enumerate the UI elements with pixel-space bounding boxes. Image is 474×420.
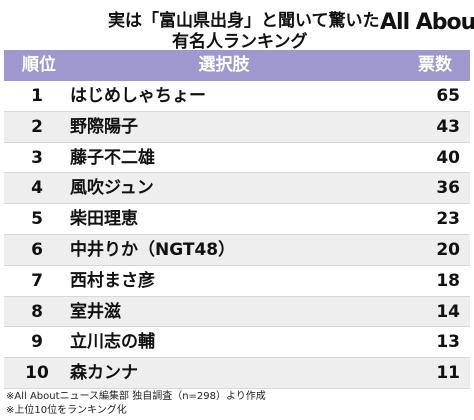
row-rank: 6 bbox=[31, 239, 43, 260]
table-row: 8 室井滋 14 bbox=[4, 296, 470, 328]
row-name: はじめしゃちょー bbox=[70, 86, 206, 106]
row-name: 藤子不二雄 bbox=[70, 147, 155, 168]
row-votes: 11 bbox=[436, 363, 460, 384]
footer-note-source: ※All Aboutニュース編集部 独自調査（n=298）より作成 bbox=[6, 391, 266, 402]
row-votes: 20 bbox=[436, 239, 460, 260]
row-name: 立川志の輔 bbox=[70, 332, 155, 353]
table-row: 4 風吹ジュン 36 bbox=[4, 173, 470, 205]
row-rank: 5 bbox=[31, 209, 43, 230]
table-row: 7 西村まさ彦 18 bbox=[4, 266, 470, 297]
row-votes: 65 bbox=[436, 86, 460, 106]
table-row: 2 野際陽子 43 bbox=[4, 111, 470, 143]
row-rank: 4 bbox=[31, 178, 43, 199]
header-rank: 順位 bbox=[22, 55, 56, 75]
header-choice: 選択肢 bbox=[198, 55, 250, 75]
table-row: 3 藤子不二雄 40 bbox=[4, 143, 470, 174]
row-name: 西村まさ彦 bbox=[70, 270, 155, 291]
row-rank: 7 bbox=[31, 270, 43, 291]
header-votes: 票数 bbox=[418, 55, 452, 75]
row-name: 風吹ジュン bbox=[70, 178, 154, 199]
row-votes: 43 bbox=[436, 116, 460, 137]
row-votes: 14 bbox=[436, 301, 460, 322]
ranking-table: 1 はじめしゃちょー 65 2 野際陽子 43 3 藤子不二雄 40 4 風吹ジ… bbox=[4, 81, 470, 389]
table-header: 順位 選択肢 票数 bbox=[4, 50, 470, 81]
row-votes: 18 bbox=[436, 270, 460, 291]
footer-note-scope: ※上位10位をランキング化 bbox=[6, 405, 127, 416]
row-rank: 1 bbox=[31, 86, 43, 106]
ranking-title-line2: 有名人ランキング bbox=[172, 32, 308, 52]
row-rank: 9 bbox=[31, 332, 43, 353]
row-votes: 13 bbox=[436, 332, 460, 353]
table-row: 9 立川志の輔 13 bbox=[4, 327, 470, 359]
row-name: 室井滋 bbox=[70, 301, 121, 322]
row-votes: 36 bbox=[436, 178, 460, 199]
ranking-title-area: 実は「富山県出身」と聞いて驚いた 有名人ランキング All About bbox=[0, 0, 474, 52]
row-rank: 10 bbox=[25, 363, 49, 384]
row-name: 野際陽子 bbox=[70, 116, 138, 137]
row-votes: 40 bbox=[436, 147, 460, 168]
table-row: 6 中井りか（NGT48） 20 bbox=[4, 234, 470, 266]
row-rank: 2 bbox=[31, 116, 43, 137]
ranking-title-line1: 実は「富山県出身」と聞いて驚いた bbox=[108, 11, 380, 31]
row-name: 柴田理恵 bbox=[70, 209, 138, 230]
row-name: 森カンナ bbox=[70, 363, 138, 384]
row-name: 中井りか（NGT48） bbox=[70, 239, 236, 260]
table-row: 5 柴田理恵 23 bbox=[4, 204, 470, 235]
row-rank: 3 bbox=[31, 147, 43, 168]
row-votes: 23 bbox=[436, 209, 460, 230]
footer-notes: ※All Aboutニュース編集部 独自調査（n=298）より作成 ※上位10位… bbox=[6, 390, 266, 418]
table-row: 10 森カンナ 11 bbox=[4, 358, 470, 389]
allabout-logo: All About bbox=[380, 10, 474, 35]
row-rank: 8 bbox=[31, 301, 43, 322]
table-row: 1 はじめしゃちょー 65 bbox=[4, 81, 470, 112]
